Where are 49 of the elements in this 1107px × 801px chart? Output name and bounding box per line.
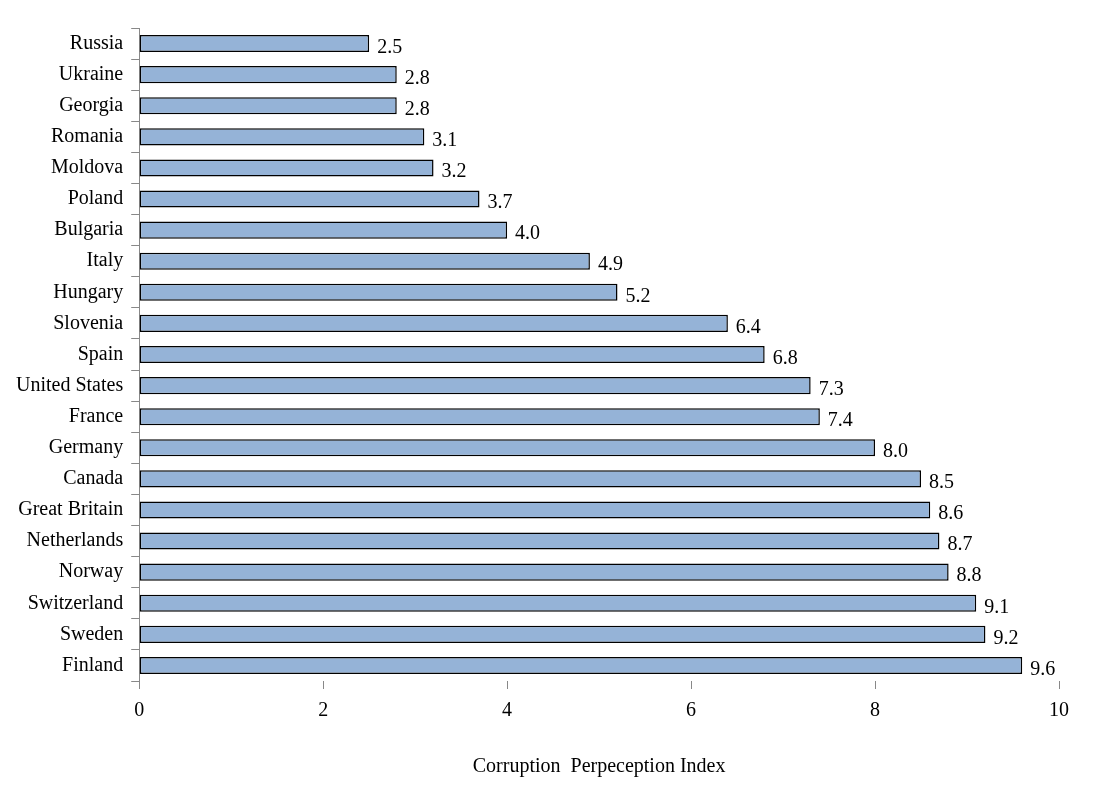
y-tick-label: Norway bbox=[58, 559, 124, 583]
y-tick-label: Moldova bbox=[50, 155, 124, 178]
data-label: 9.2 bbox=[993, 625, 1019, 648]
y-tick-label: Germany bbox=[48, 435, 124, 459]
y-tick-label: Slovenia bbox=[53, 310, 124, 333]
data-label: 9.6 bbox=[1030, 656, 1056, 679]
y-tick-label: Italy bbox=[86, 248, 124, 272]
data-label: 6.8 bbox=[772, 345, 798, 368]
data-label: 8.7 bbox=[947, 532, 973, 555]
data-label: 7.3 bbox=[818, 376, 844, 399]
x-tick-label: 4 bbox=[502, 698, 513, 721]
y-tick-label: Finland bbox=[62, 652, 124, 675]
x-tick-label: 8 bbox=[870, 698, 881, 721]
y-tick-label: Ukraine bbox=[58, 61, 124, 84]
y-tick-label: Sweden bbox=[59, 621, 124, 644]
data-label: 2.8 bbox=[404, 96, 430, 119]
y-tick-label: United States bbox=[15, 372, 124, 395]
y-tick-label: Russia bbox=[69, 30, 124, 53]
y-tick-label: Netherlands bbox=[26, 528, 124, 551]
y-tick-label: Spain bbox=[77, 341, 124, 365]
data-label: 4.9 bbox=[597, 252, 623, 275]
data-label: 5.2 bbox=[625, 283, 651, 306]
data-label: 8.0 bbox=[883, 439, 909, 462]
y-tick-label: Poland bbox=[67, 186, 124, 209]
y-tick-label: Great Britain bbox=[18, 497, 124, 520]
y-tick-label: Switzerland bbox=[27, 590, 124, 613]
data-label: 8.6 bbox=[938, 501, 964, 524]
y-tick-label: Georgia bbox=[59, 92, 124, 116]
y-tick-label: Bulgaria bbox=[54, 217, 124, 241]
data-label: 7.4 bbox=[827, 407, 853, 430]
data-label: 4.0 bbox=[515, 221, 541, 244]
data-label: 8.8 bbox=[956, 563, 982, 586]
x-tick-label: 2 bbox=[318, 698, 329, 721]
data-label: 2.5 bbox=[377, 34, 403, 57]
data-label: 3.2 bbox=[441, 159, 467, 182]
y-tick-label: Romania bbox=[50, 124, 124, 147]
x-tick-label: 10 bbox=[1049, 698, 1069, 721]
x-tick-label: 6 bbox=[686, 698, 697, 721]
data-label: 9.1 bbox=[984, 594, 1010, 617]
y-tick-label: Hungary bbox=[53, 279, 124, 303]
x-tick-label: 0 bbox=[134, 698, 145, 721]
y-tick-label: Canada bbox=[63, 466, 124, 489]
data-label: 3.1 bbox=[432, 128, 458, 151]
data-label: 8.5 bbox=[929, 470, 955, 493]
data-label: 2.8 bbox=[404, 65, 430, 88]
y-tick-label: France bbox=[68, 403, 124, 426]
data-label: 6.4 bbox=[735, 314, 761, 337]
x-axis-title: Corruption Perpeception Index bbox=[472, 754, 726, 778]
data-label: 3.7 bbox=[487, 190, 513, 213]
